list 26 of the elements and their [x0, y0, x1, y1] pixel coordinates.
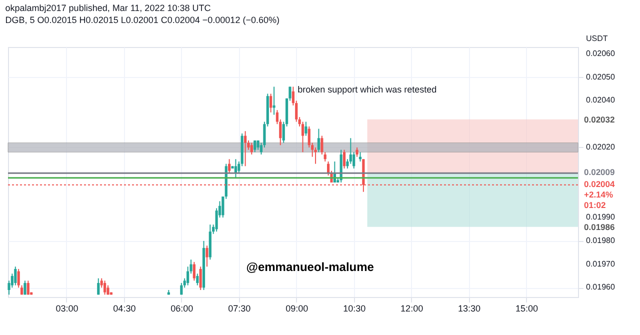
y-tick-label: 0.01960 — [586, 282, 616, 292]
x-tick-label: 09:00 — [286, 304, 308, 314]
y-tick-label: 0.01990 — [586, 212, 616, 222]
x-tick-label: 15:00 — [516, 304, 538, 314]
x-tick-label: 13:30 — [458, 304, 481, 314]
y-tick-label: 0.02050 — [586, 72, 616, 82]
x-tick-label: 06:00 — [170, 304, 194, 314]
chart-subtitle: DGB, 5 O0.02015 H0.02015 L0.02001 C0.02004 −0.00012 (−0.60%) — [5, 15, 280, 25]
band-label: 0.01986 — [584, 222, 615, 232]
x-tick-label: 03:00 — [56, 304, 78, 314]
y-tick-label: 0.01970 — [586, 259, 616, 268]
y-tick-label: 0.02060 — [586, 49, 616, 58]
y-axis-title: USDT — [586, 34, 608, 43]
x-tick-label: 04:30 — [113, 304, 136, 314]
annotation: broken support which was retested — [298, 84, 437, 94]
annotation: @emmanueol-malume — [246, 260, 374, 274]
x-tick-label: 10:30 — [343, 304, 366, 314]
y-tick-label: 0.02020 — [586, 142, 616, 152]
band-label: 0.02032 — [584, 114, 615, 124]
y-tick-label: 0.02040 — [586, 96, 616, 105]
ref-line-label: 0.02009 — [584, 167, 615, 178]
x-tick-label: 07:30 — [228, 304, 251, 314]
y-tick-label: 0.01980 — [586, 236, 616, 245]
x-tick-label: 12:00 — [400, 304, 424, 314]
ref-line-label: 0.02004 +2.14% 01:02 — [584, 178, 615, 210]
chart-title: okpalambj2017 published, Mar 11, 2022 10:38 UTC — [5, 3, 212, 13]
